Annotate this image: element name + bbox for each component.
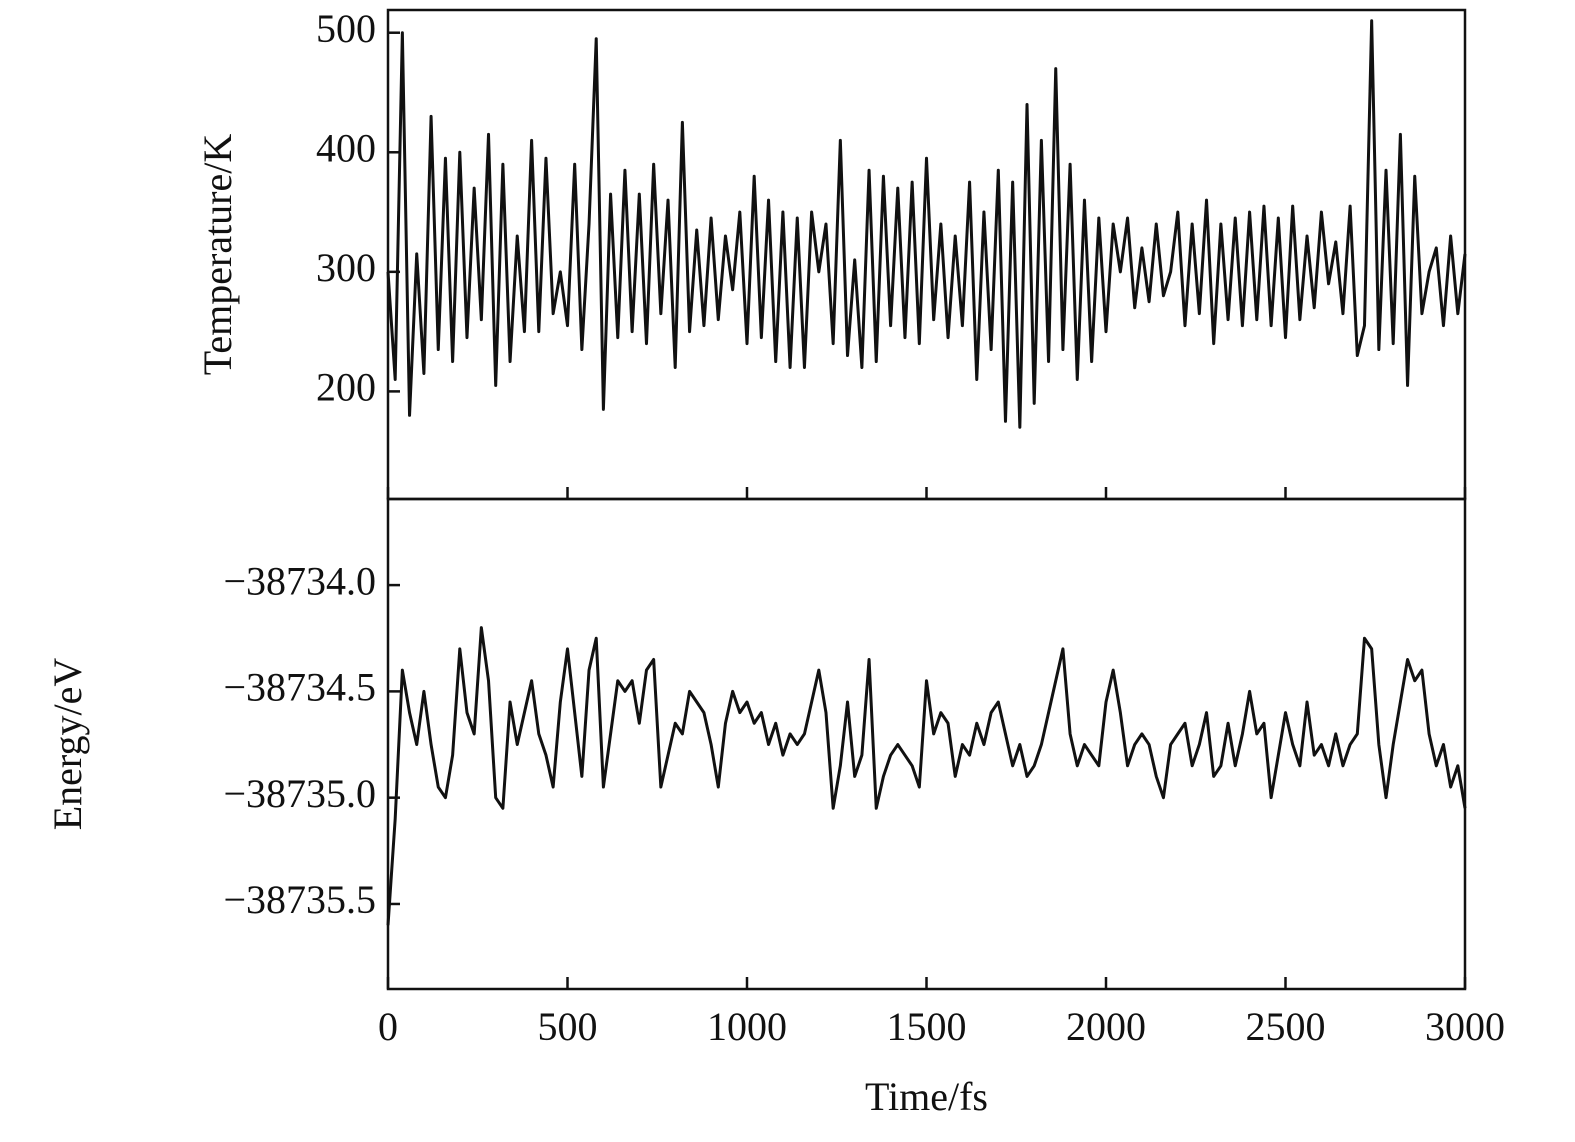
y-axis-label: Temperature/K: [195, 134, 240, 376]
y-tick-label: −38735.5: [223, 877, 376, 922]
y-tick-label: 300: [316, 245, 376, 290]
y-tick-label: −38734.0: [223, 558, 376, 603]
x-tick-label: 2500: [1246, 1004, 1326, 1049]
y-tick-label: 400: [316, 125, 376, 170]
x-tick-label: 0: [378, 1004, 398, 1049]
x-tick-label: 1000: [707, 1004, 787, 1049]
y-tick-label: 200: [316, 365, 376, 410]
y-tick-label: −38735.0: [223, 771, 376, 816]
x-axis-label: Time/fs: [865, 1074, 988, 1119]
y-tick-label: −38734.5: [223, 665, 376, 710]
x-tick-label: 3000: [1425, 1004, 1505, 1049]
x-tick-label: 500: [538, 1004, 598, 1049]
data-line: [386, 626, 1467, 926]
x-tick-label: 1500: [887, 1004, 967, 1049]
y-tick-label: 500: [316, 6, 376, 51]
y-axis-label: Energy/eV: [45, 658, 90, 831]
x-tick-label: 2000: [1066, 1004, 1146, 1049]
data-line: [386, 19, 1467, 429]
